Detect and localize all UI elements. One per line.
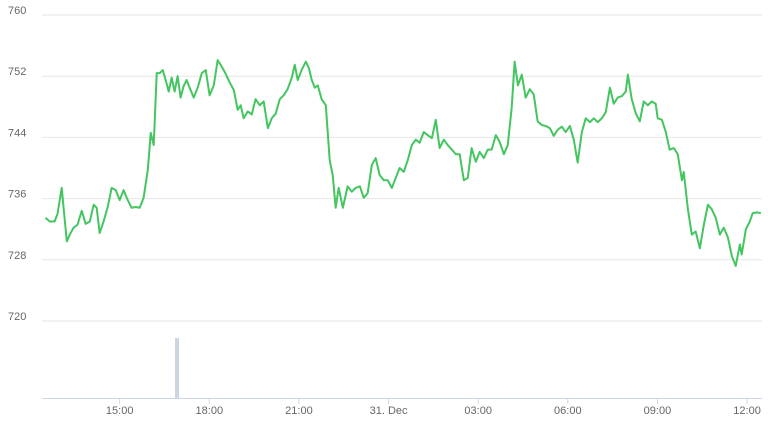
y-tick-label: 736: [8, 189, 26, 201]
y-tick-label: 720: [8, 311, 26, 323]
price-line: [44, 59, 761, 267]
x-tick-label: 06:00: [554, 405, 582, 417]
x-tick-label: 31. Dec: [370, 405, 408, 417]
x-tick-label: 03:00: [464, 405, 492, 417]
y-tick-label: 744: [8, 127, 26, 139]
x-tick-label: 21:00: [285, 405, 313, 417]
y-tick-label: 760: [8, 5, 26, 17]
x-tick-label: 15:00: [106, 405, 134, 417]
x-tick-label: 09:00: [644, 405, 672, 417]
x-tick-label: 18:00: [196, 405, 224, 417]
x-tick-label: 12:00: [733, 405, 761, 417]
y-tick-label: 728: [8, 250, 26, 262]
y-tick-label: 752: [8, 66, 26, 78]
volume-bar: [175, 338, 179, 398]
